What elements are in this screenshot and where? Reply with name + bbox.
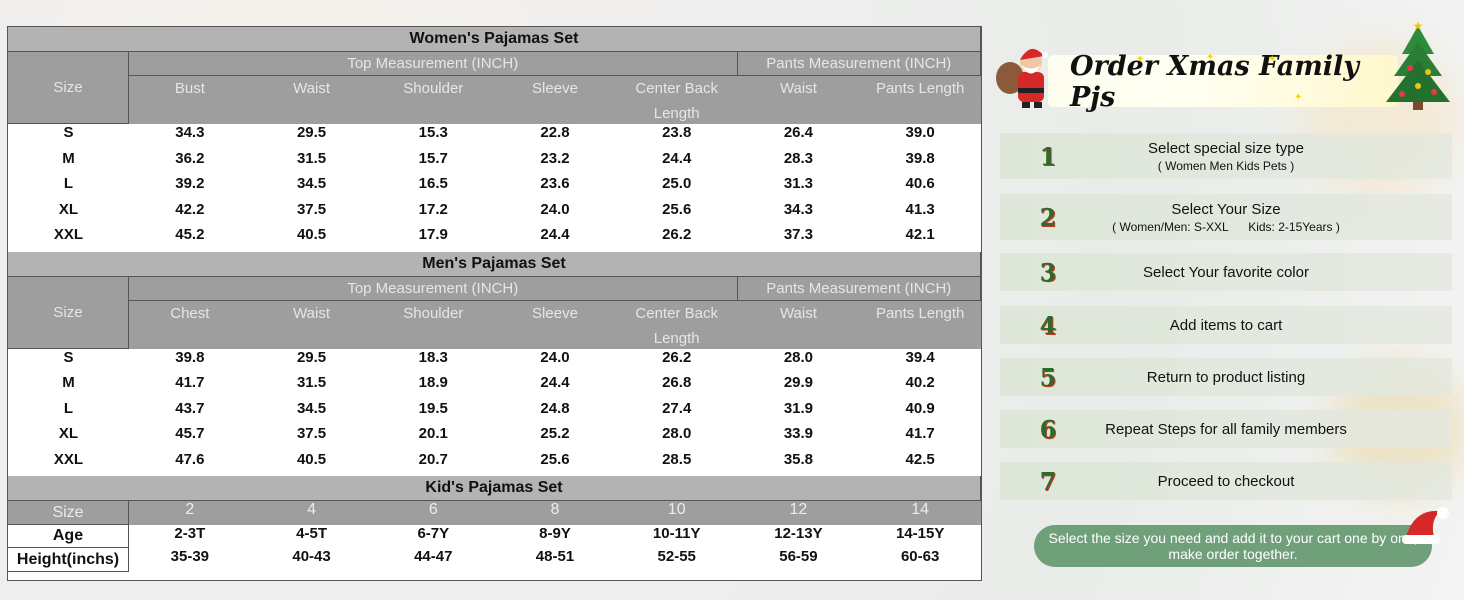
step-label: Return to product listing bbox=[1146, 368, 1306, 386]
step-sublabel: ( Women Men Kids Pets ) bbox=[1157, 158, 1295, 173]
order-note: Select the size you need and add it to y… bbox=[1034, 525, 1432, 567]
step-label: Select Your favorite color bbox=[1143, 263, 1309, 281]
step-number-icon: 6 bbox=[1039, 414, 1057, 444]
kids-height-label: Height(inchs) bbox=[8, 548, 129, 572]
santa-icon bbox=[996, 48, 1048, 108]
sparkle-icon: ✦ bbox=[1136, 54, 1145, 65]
women-pants-group-header: Pants Measurement (INCH) bbox=[737, 52, 981, 76]
order-step: 7 Proceed to checkout bbox=[1000, 462, 1452, 500]
step-number-icon: 5 bbox=[1039, 362, 1057, 392]
order-step: 5 Return to product listing bbox=[1000, 358, 1452, 396]
size-chart-table: Women's Pajamas Set Size Top Measurement… bbox=[7, 26, 982, 581]
sparkle-icon: ✦ bbox=[1268, 54, 1277, 65]
sparkle-icon: ✦ bbox=[1294, 92, 1303, 103]
step-content: Return to product listing bbox=[1096, 369, 1356, 386]
step-label: Select special size type bbox=[1148, 139, 1304, 157]
women-size-header: Size bbox=[8, 52, 129, 124]
order-step: 4 Add items to cart bbox=[1000, 306, 1452, 344]
order-step: 6 Repeat Steps for all family members bbox=[1000, 410, 1452, 448]
order-step: 2 Select Your Size( Women/Men: S-XXL Kids… bbox=[1000, 194, 1452, 240]
svg-text:★: ★ bbox=[1413, 20, 1424, 33]
men-size-header: Size bbox=[8, 276, 129, 349]
step-content: Select Your Size( Women/Men: S-XXL Kids:… bbox=[1096, 201, 1356, 234]
step-content: Repeat Steps for all family members bbox=[1096, 421, 1356, 438]
step-label: Repeat Steps for all family members bbox=[1105, 420, 1347, 438]
order-step: 3 Select Your favorite color bbox=[1000, 253, 1452, 291]
step-number-icon: 4 bbox=[1039, 310, 1057, 340]
christmas-tree-icon: ★ bbox=[1386, 20, 1450, 110]
step-content: Add items to cart bbox=[1096, 317, 1356, 334]
women-top-group-header: Top Measurement (INCH) bbox=[129, 52, 738, 76]
sparkle-icon: ✦ bbox=[1206, 52, 1215, 63]
step-sublabel: ( Women/Men: S-XXL Kids: 2-15Years ) bbox=[1112, 219, 1340, 234]
men-top-group-header: Top Measurement (INCH) bbox=[129, 276, 738, 301]
kids-size-header: Size bbox=[8, 501, 129, 525]
step-label: Select Your Size bbox=[1171, 200, 1281, 218]
step-number-icon: 1 bbox=[1039, 141, 1057, 171]
kids-section-title: Kid's Pajamas Set bbox=[8, 476, 981, 501]
order-step: 1 Select special size type( Women Men Kid… bbox=[1000, 133, 1452, 179]
kids-age-label: Age bbox=[8, 525, 129, 548]
step-label: Add items to cart bbox=[1169, 316, 1283, 334]
step-number-icon: 3 bbox=[1039, 257, 1057, 287]
santa-hat-icon bbox=[1402, 507, 1449, 544]
men-section-title: Men's Pajamas Set bbox=[8, 251, 981, 277]
women-section-title: Women's Pajamas Set bbox=[8, 27, 981, 52]
step-content: Proceed to checkout bbox=[1096, 473, 1356, 490]
order-banner bbox=[1048, 55, 1398, 107]
men-pants-group-header: Pants Measurement (INCH) bbox=[737, 276, 981, 301]
step-number-icon: 7 bbox=[1039, 466, 1057, 496]
step-content: Select special size type( Women Men Kids… bbox=[1096, 140, 1356, 173]
order-title: Order Xmas Family Pjs bbox=[1070, 51, 1359, 113]
step-number-icon: 2 bbox=[1039, 202, 1057, 232]
step-label: Proceed to checkout bbox=[1157, 472, 1295, 490]
step-content: Select Your favorite color bbox=[1096, 264, 1356, 281]
